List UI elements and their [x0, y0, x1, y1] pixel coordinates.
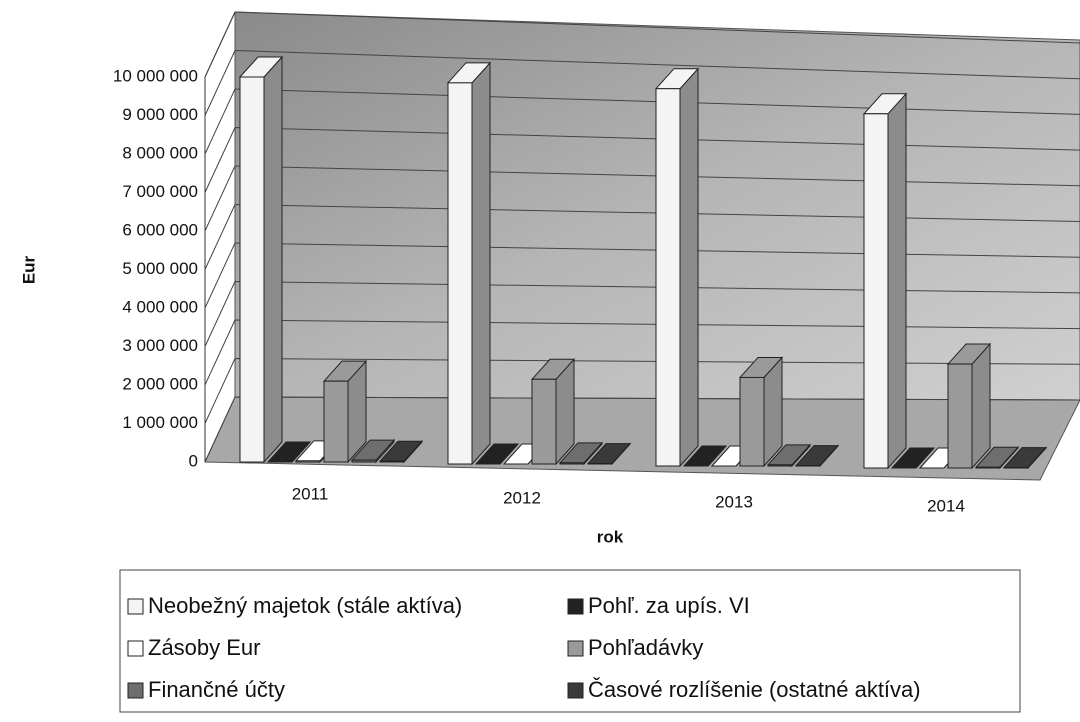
- grid-line: [204, 396, 1080, 463]
- legend-label: Pohľadávky: [588, 635, 703, 660]
- grid-line: [204, 165, 1080, 232]
- bar: [447, 82, 473, 465]
- y-tick-label: 0: [189, 451, 198, 470]
- legend-swatch: [127, 640, 144, 657]
- y-tick-label: 7 000 000: [122, 182, 198, 201]
- bar: [295, 460, 321, 463]
- legend-label: Časové rozlíšenie (ostatné aktíva): [588, 677, 921, 702]
- grid-line: [204, 126, 1080, 193]
- y-tick-label: 8 000 000: [122, 143, 198, 162]
- bar: [531, 378, 557, 465]
- legend-swatch: [567, 682, 584, 699]
- bar: [739, 376, 765, 467]
- x-tick-label: 2011: [292, 484, 329, 503]
- y-tick-label: 2 000 000: [122, 374, 198, 393]
- bar-side: [887, 92, 907, 470]
- bar: [947, 363, 973, 469]
- y-tick-label: 3 000 000: [122, 336, 198, 355]
- bar-side: [263, 55, 283, 464]
- bar-top: [890, 447, 936, 469]
- y-tick-label: 9 000 000: [122, 105, 198, 124]
- grid-line: [204, 88, 1080, 155]
- bar-top: [266, 441, 312, 463]
- bar-top: [474, 443, 520, 465]
- x-tick-label: 2013: [715, 492, 753, 511]
- bar-side: [679, 67, 699, 468]
- grid-line: [204, 11, 1080, 78]
- bar: [975, 466, 1001, 469]
- legend-swatch: [567, 598, 584, 615]
- grid-line: [204, 319, 1080, 386]
- bar: [323, 380, 349, 463]
- y-axis-label: Eur: [19, 255, 38, 284]
- legend-label: Finančné účty: [148, 677, 285, 702]
- x-tick-label: 2012: [503, 488, 541, 507]
- bar-side: [471, 61, 491, 466]
- legend-label: Pohľ. za upís. VI: [588, 593, 750, 618]
- legend-label: Zásoby Eur: [148, 635, 261, 660]
- x-axis-label: rok: [597, 527, 624, 546]
- y-tick-label: 10 000 000: [113, 66, 198, 85]
- bar-top: [682, 445, 728, 467]
- grid-line: [204, 280, 1080, 347]
- bar: [351, 459, 377, 463]
- grid-line: [204, 49, 1080, 116]
- bar: [379, 460, 405, 463]
- legend-swatch: [127, 598, 144, 615]
- y-tick-label: 6 000 000: [122, 220, 198, 239]
- y-tick-label: 5 000 000: [122, 259, 198, 278]
- y-tick-label: 1 000 000: [122, 413, 198, 432]
- grid-line: [204, 203, 1080, 270]
- bar: [655, 88, 681, 467]
- grid-line: [204, 357, 1080, 424]
- legend-swatch: [127, 682, 144, 699]
- bar: [767, 464, 793, 467]
- grid-line: [204, 242, 1080, 309]
- y-tick-label: 4 000 000: [122, 297, 198, 316]
- bar: [863, 113, 889, 469]
- legend-label: Neobežný majetok (stále aktíva): [148, 593, 462, 618]
- x-tick-label: 2014: [927, 496, 965, 515]
- bar: [559, 462, 585, 465]
- bar: [239, 76, 265, 463]
- legend-swatch: [567, 640, 584, 657]
- bar-side: [971, 342, 991, 470]
